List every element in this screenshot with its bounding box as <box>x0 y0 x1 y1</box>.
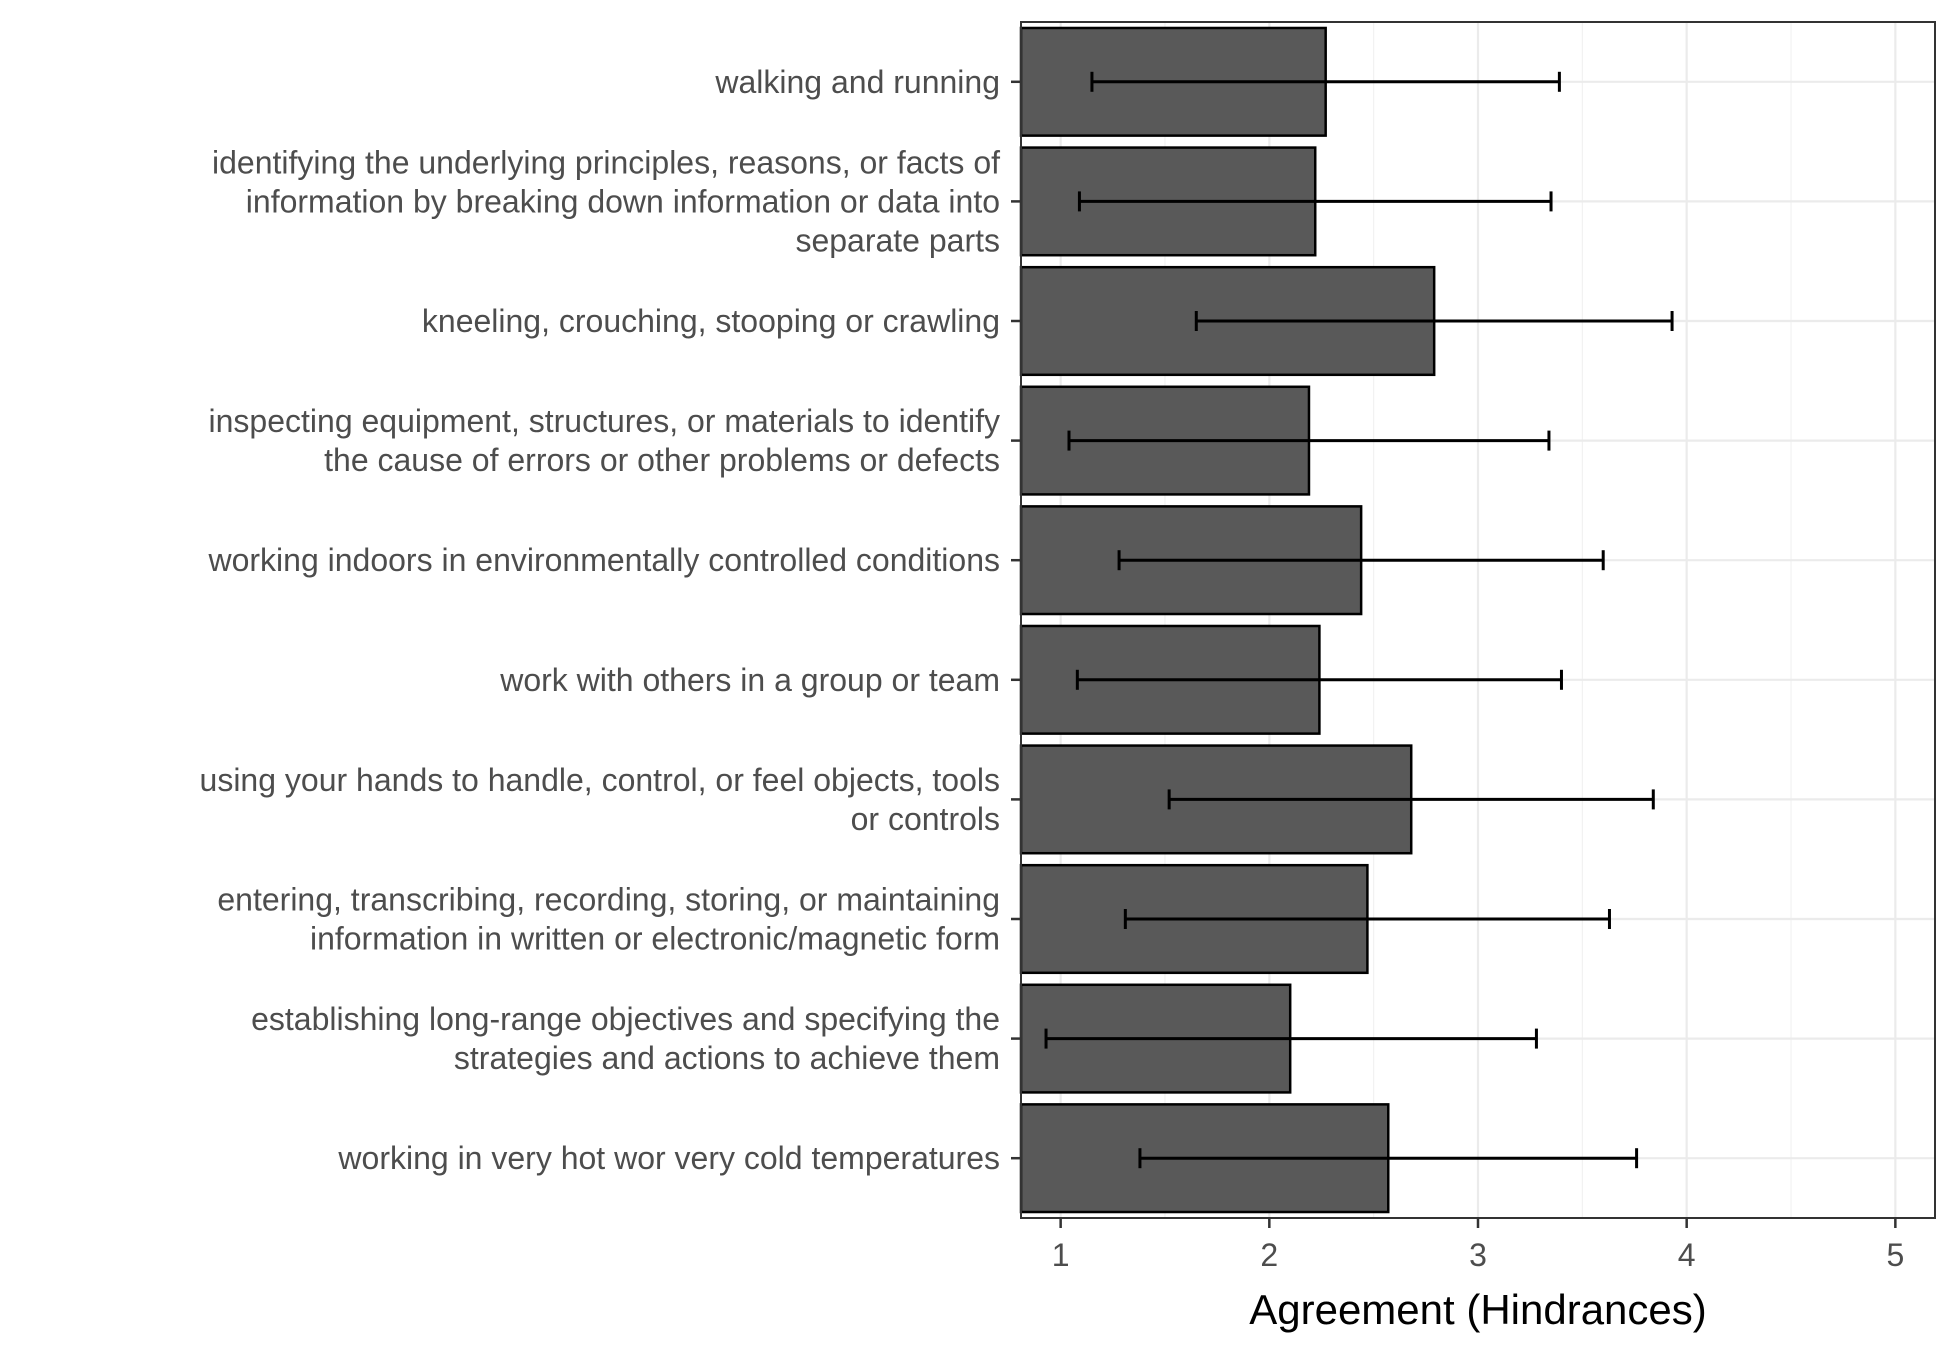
x-tick-label: 1 <box>1052 1237 1070 1273</box>
category-label: kneeling, crouching, stooping or crawlin… <box>422 303 1000 339</box>
x-axis-title: Agreement (Hindrances) <box>1249 1286 1707 1333</box>
category-label-line: kneeling, crouching, stooping or crawlin… <box>422 303 1000 339</box>
category-label-line: strategies and actions to achieve them <box>454 1040 1000 1076</box>
category-label-line: information by breaking down information… <box>246 183 1000 219</box>
category-label-line: inspecting equipment, structures, or mat… <box>209 403 1000 439</box>
error-bar <box>1067 430 1551 451</box>
category-label-line: using your hands to handle, control, or … <box>200 762 1000 798</box>
category-label: using your hands to handle, control, or … <box>200 762 1000 837</box>
x-tick-label: 2 <box>1260 1237 1278 1273</box>
category-label: walking and running <box>714 64 1000 100</box>
category-label: entering, transcribing, recording, stori… <box>217 882 1000 957</box>
category-label-line: working in very hot wor very cold temper… <box>337 1140 1000 1176</box>
category-label: working in very hot wor very cold temper… <box>337 1140 1000 1176</box>
x-tick-label: 5 <box>1886 1237 1904 1273</box>
category-label-line: or controls <box>851 801 1000 837</box>
x-tick-label: 4 <box>1678 1237 1696 1273</box>
category-label-line: working indoors in environmentally contr… <box>207 542 1000 578</box>
error-bars <box>1044 71 1674 1169</box>
category-label: work with others in a group or team <box>499 662 1000 698</box>
category-label-line: information in written or electronic/mag… <box>310 921 1000 957</box>
x-axis-ticks <box>1059 1218 1897 1228</box>
category-label-line: work with others in a group or team <box>499 662 1000 698</box>
error-bar <box>1167 789 1655 810</box>
error-bar <box>1044 1028 1538 1049</box>
x-tick-label: 3 <box>1469 1237 1487 1273</box>
category-label: inspecting equipment, structures, or mat… <box>209 403 1000 478</box>
category-label: establishing long-range objectives and s… <box>251 1001 1000 1076</box>
category-label-line: separate parts <box>795 222 1000 258</box>
category-label-line: identifying the underlying principles, r… <box>212 144 1000 180</box>
category-label-line: walking and running <box>714 64 1000 100</box>
bars <box>1019 26 1436 1214</box>
error-bar <box>1117 550 1605 571</box>
category-label-line: the cause of errors or other problems or… <box>324 442 1000 478</box>
y-axis-labels: walking and running identifying the under… <box>200 64 1001 1176</box>
error-bar <box>1077 191 1553 212</box>
error-bar <box>1075 669 1563 690</box>
x-axis-labels: 1 2 3 4 5 <box>1052 1237 1905 1273</box>
y-axis-ticks <box>1011 80 1021 1160</box>
category-label-line: entering, transcribing, recording, stori… <box>217 882 1000 918</box>
error-bar <box>1123 909 1611 929</box>
error-bar <box>1138 1148 1639 1169</box>
category-label: identifying the underlying principles, r… <box>212 144 1000 258</box>
category-label-line: establishing long-range objectives and s… <box>251 1001 1000 1037</box>
category-label: working indoors in environmentally contr… <box>207 542 1000 578</box>
error-bar <box>1194 311 1674 331</box>
error-bar <box>1090 71 1561 92</box>
